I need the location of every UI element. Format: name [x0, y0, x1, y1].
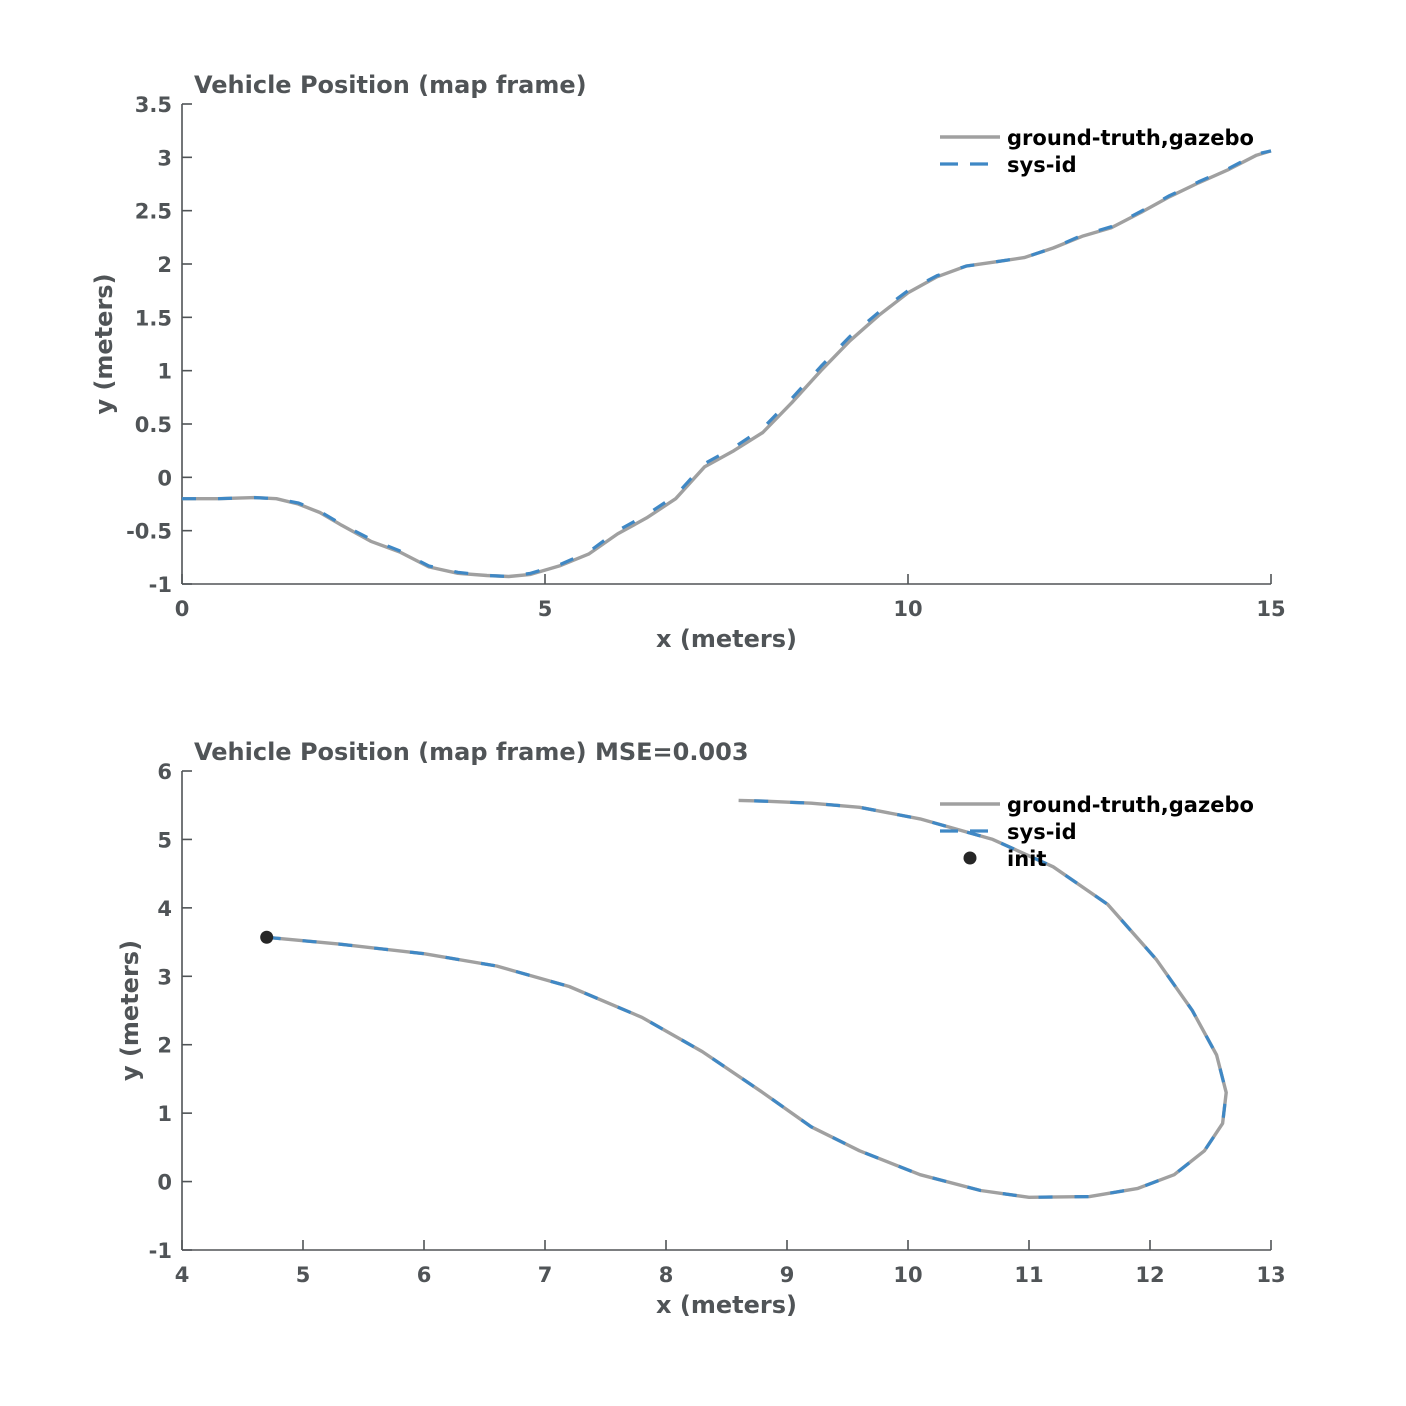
x-tick-label: 8	[659, 1263, 674, 1287]
sys-id-line	[182, 149, 1272, 579]
y-tick-label: 1	[157, 360, 172, 384]
y-tick-label: 3.5	[135, 93, 172, 117]
y-tick-label: 0.5	[135, 413, 172, 437]
legend-label: sys-id	[1007, 153, 1077, 177]
sys-id-line	[266, 798, 1228, 1199]
y-tick-label: 1.5	[135, 306, 172, 330]
y-axis-label: y (meters)	[90, 273, 118, 414]
legend: ground-truth,gazebo sys-id init	[940, 793, 1254, 871]
legend-label: ground-truth,gazebo	[1007, 793, 1254, 817]
y-tick-label: 2	[157, 1034, 172, 1058]
y-tick-label: 1	[157, 1102, 172, 1126]
y-axis-label: y (meters)	[116, 940, 144, 1081]
init-point	[260, 930, 274, 944]
y-tick-label: 3	[157, 146, 172, 170]
legend-label: sys-id	[1007, 820, 1077, 844]
x-tick-label: 12	[1135, 1263, 1164, 1287]
x-tick-label: 13	[1256, 1263, 1285, 1287]
x-tick-label: 15	[1256, 597, 1285, 621]
x-tick-label: 4	[175, 1263, 190, 1287]
x-tick-label: 5	[538, 597, 553, 621]
x-tick-label: 5	[296, 1263, 311, 1287]
ground-truth-line	[266, 798, 1228, 1200]
y-tick-label: 0	[157, 466, 172, 490]
ground-truth-line	[182, 149, 1272, 579]
x-axis-label: x (meters)	[656, 625, 797, 653]
y-tick-label: 2.5	[135, 200, 172, 224]
x-tick-label: 7	[538, 1263, 553, 1287]
x-axis-label: x (meters)	[656, 1291, 797, 1319]
y-tick-label: 2	[157, 253, 172, 277]
legend-label: init	[1007, 847, 1046, 871]
y-tick-label: -1	[149, 573, 172, 597]
x-tick-label: 10	[893, 1263, 922, 1287]
chart-title: Vehicle Position (map frame) MSE=0.003	[194, 738, 749, 766]
x-tick-label: 9	[780, 1263, 795, 1287]
y-tick-label: 3	[157, 965, 172, 989]
x-tick-label: 6	[417, 1263, 432, 1287]
legend: ground-truth,gazebo sys-id	[940, 126, 1254, 177]
y-tick-label: 5	[157, 828, 172, 852]
y-tick-label: 6	[157, 760, 172, 784]
legend-init-marker	[963, 851, 977, 865]
chart-title: Vehicle Position (map frame)	[194, 71, 587, 99]
x-tick-label: 10	[893, 597, 922, 621]
legend-label: ground-truth,gazebo	[1007, 126, 1254, 150]
y-tick-label: -0.5	[126, 520, 172, 544]
x-tick-label: 11	[1014, 1263, 1043, 1287]
y-tick-label: -1	[149, 1239, 172, 1263]
y-tick-label: 0	[157, 1171, 172, 1195]
y-tick-label: 4	[157, 897, 172, 921]
x-tick-label: 0	[175, 597, 190, 621]
subplot-1: 0 5 10 15 -1 -0.5 0 0.5 1 1.5 2 2.5 3 3.5 Vehicle Posi…	[90, 71, 1286, 653]
